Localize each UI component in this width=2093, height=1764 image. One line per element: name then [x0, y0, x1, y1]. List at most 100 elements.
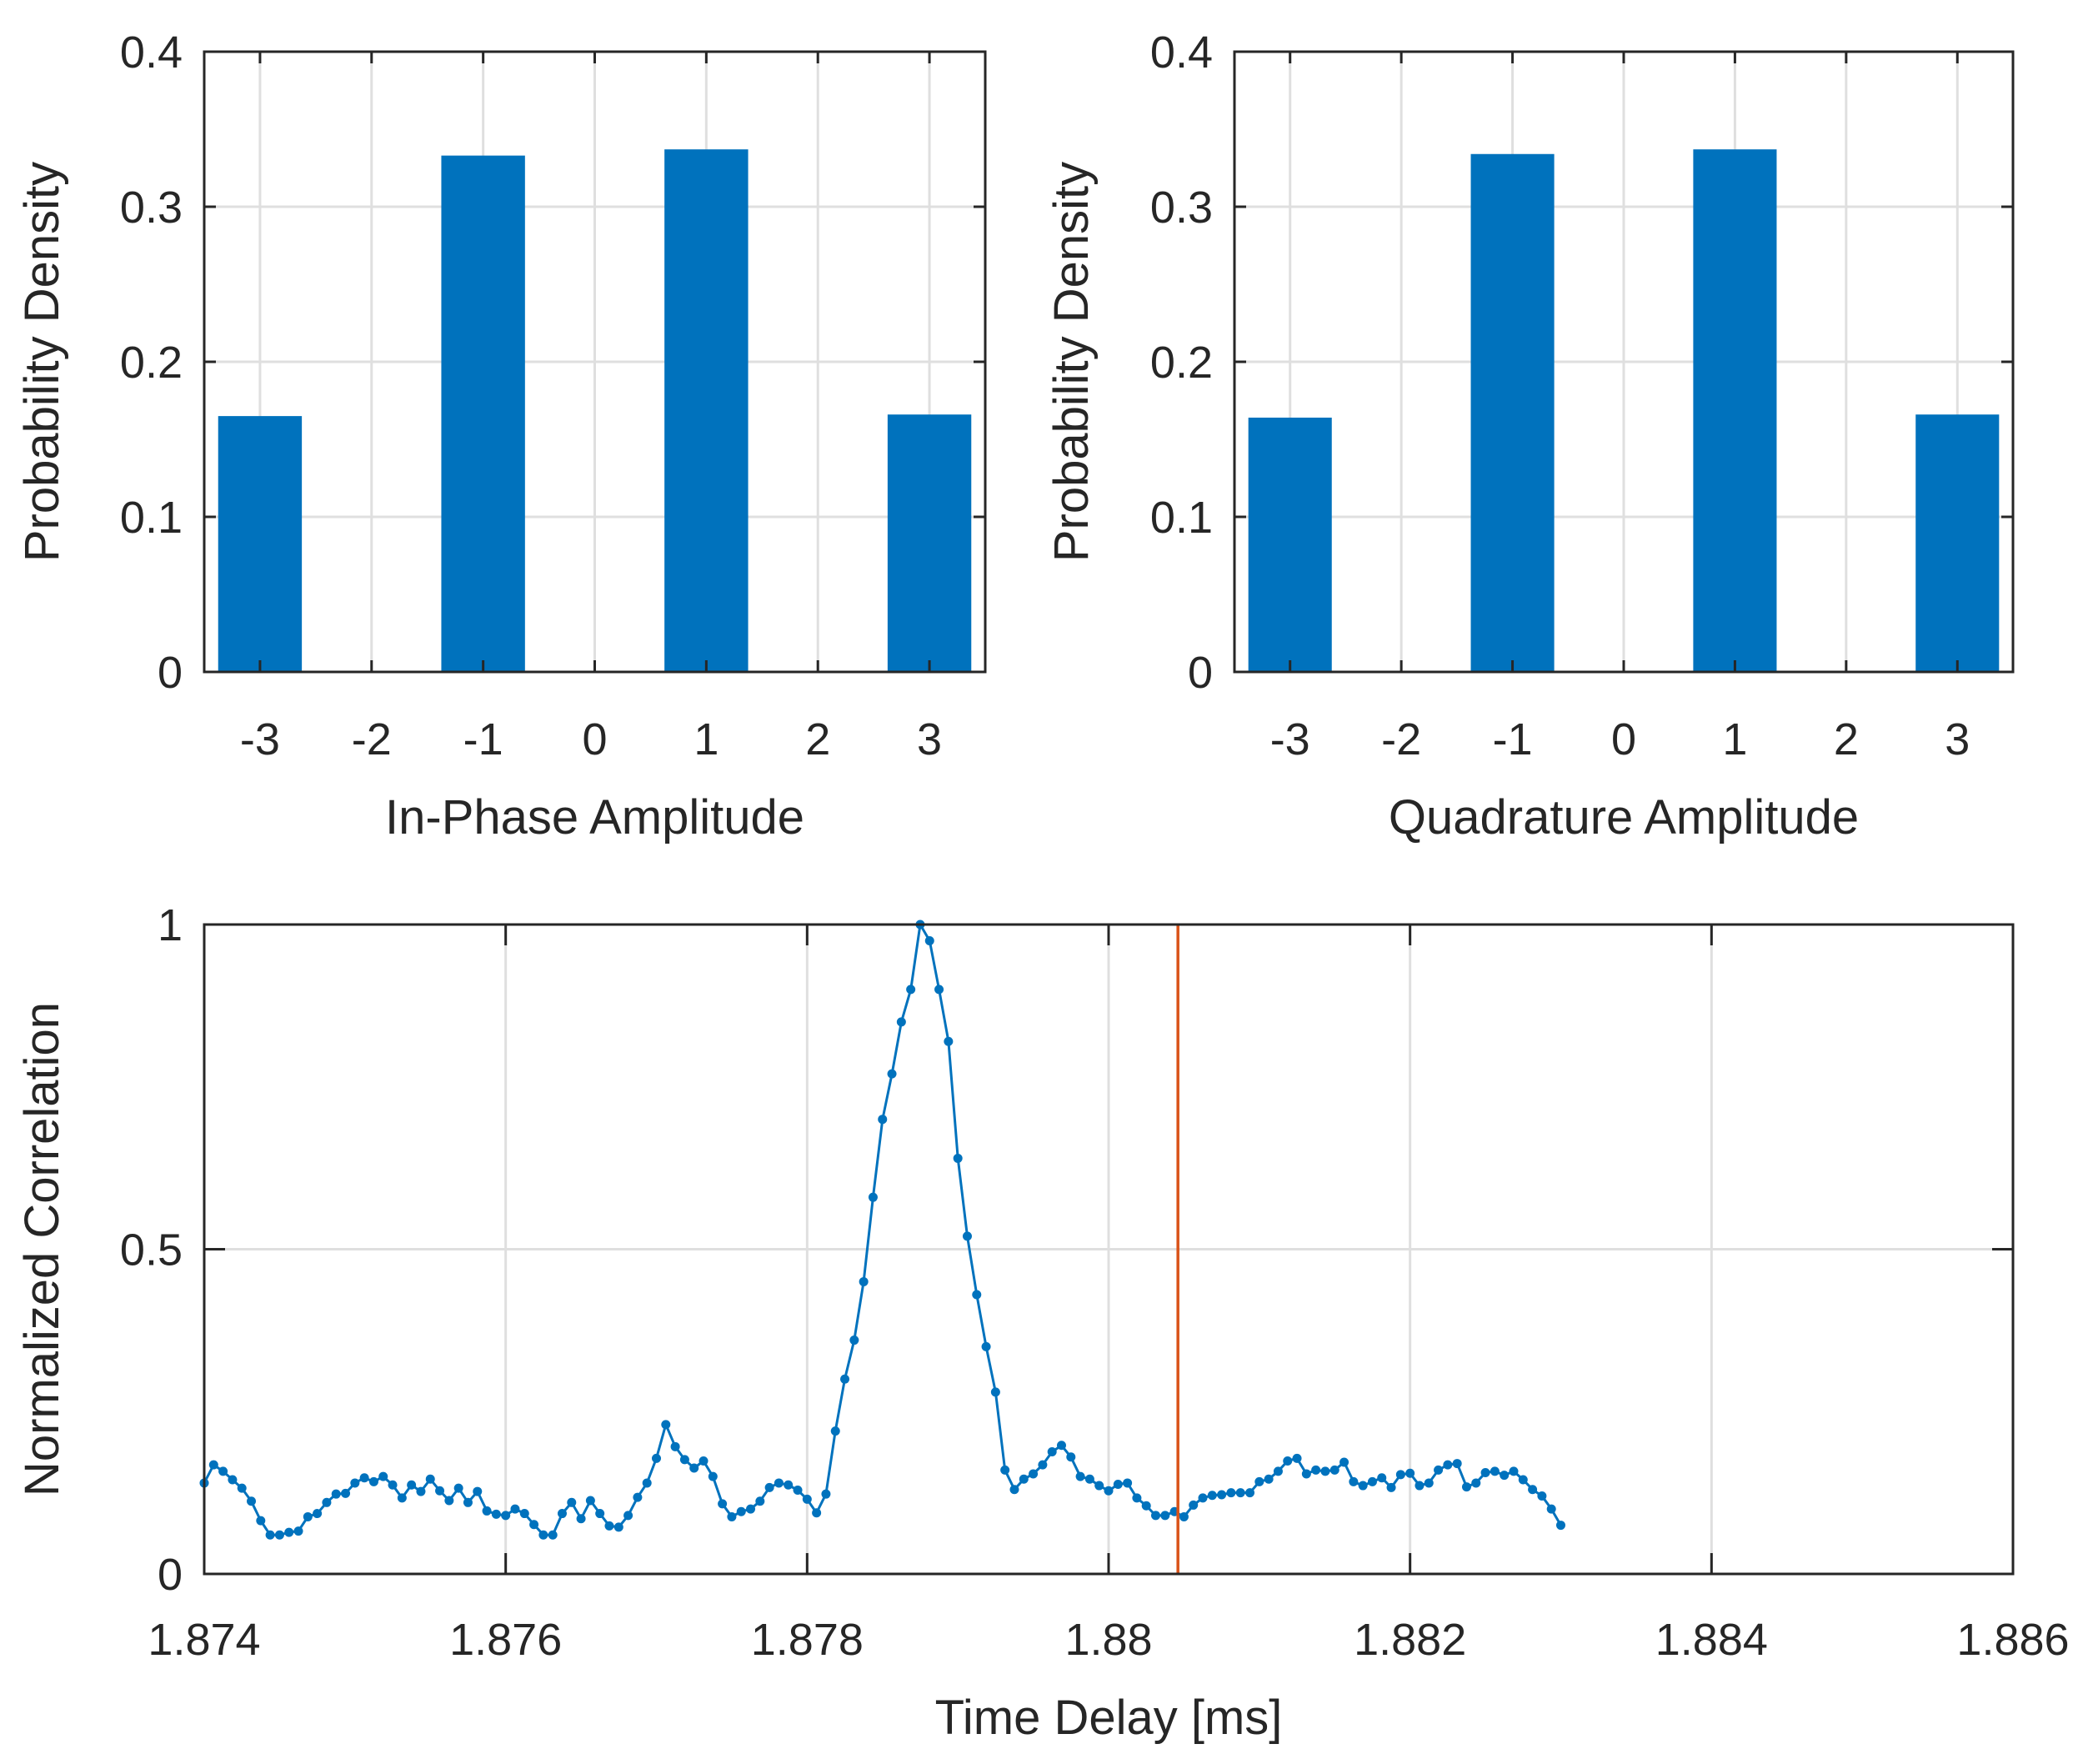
- data-point: [1283, 1456, 1293, 1466]
- data-point: [774, 1478, 784, 1488]
- data-point: [1226, 1488, 1236, 1498]
- data-point: [1029, 1469, 1039, 1479]
- data-point: [1075, 1471, 1085, 1481]
- y-tick-label: 1: [158, 900, 183, 950]
- data-point: [595, 1509, 605, 1519]
- data-point: [247, 1496, 257, 1506]
- data-point: [830, 1426, 840, 1436]
- x-tick-label: 1: [1722, 714, 1747, 764]
- x-tick-label: 1: [693, 714, 719, 764]
- y-tick-label: 0.1: [1150, 493, 1213, 543]
- data-point: [1254, 1476, 1264, 1486]
- x-tick-label: 1.882: [1354, 1615, 1466, 1665]
- data-point: [764, 1482, 774, 1492]
- data-point: [1434, 1465, 1444, 1475]
- data-point: [1179, 1511, 1189, 1521]
- data-point: [1056, 1441, 1066, 1451]
- data-point: [1471, 1478, 1481, 1488]
- data-point: [519, 1509, 529, 1519]
- data-point: [1311, 1465, 1321, 1475]
- data-point: [293, 1526, 303, 1536]
- data-point: [981, 1341, 991, 1351]
- bar: [1915, 414, 2000, 672]
- x-tick-label: 1.886: [1956, 1615, 2069, 1665]
- data-point: [859, 1276, 869, 1286]
- data-point: [1047, 1447, 1057, 1457]
- x-tick-label: 0: [1611, 714, 1636, 764]
- data-point: [699, 1456, 709, 1466]
- x-tick-label: 1.88: [1064, 1615, 1152, 1665]
- y-tick-label: 0.4: [1150, 28, 1213, 78]
- x-tick-label: 2: [1834, 714, 1859, 764]
- data-point: [1452, 1459, 1462, 1469]
- data-point: [896, 1017, 906, 1027]
- x-tick-label: 3: [1945, 714, 1970, 764]
- data-point: [727, 1511, 737, 1521]
- data-point: [1320, 1466, 1330, 1476]
- data-point: [1518, 1475, 1528, 1485]
- data-point: [341, 1488, 351, 1498]
- data-point: [953, 1153, 963, 1163]
- data-point: [1235, 1488, 1245, 1498]
- data-point: [1377, 1473, 1387, 1483]
- data-point: [840, 1374, 850, 1384]
- data-point: [435, 1486, 445, 1496]
- y-tick-label: 0.3: [120, 183, 183, 233]
- data-point: [1038, 1460, 1048, 1470]
- data-point: [265, 1530, 275, 1540]
- data-point: [397, 1493, 407, 1503]
- data-point: [1113, 1479, 1123, 1489]
- data-point: [652, 1453, 661, 1463]
- data-point: [972, 1290, 982, 1300]
- data-point: [670, 1441, 680, 1451]
- x-tick-label: 1.876: [449, 1615, 562, 1665]
- y-axis-label: Probability Density: [15, 162, 69, 562]
- data-point: [642, 1478, 652, 1488]
- data-point: [1084, 1474, 1094, 1484]
- data-point: [1415, 1481, 1425, 1491]
- data-point: [256, 1516, 266, 1526]
- data-point: [1066, 1452, 1076, 1462]
- data-point: [303, 1511, 313, 1521]
- data-point: [473, 1486, 483, 1496]
- data-point: [1217, 1490, 1227, 1500]
- data-point: [425, 1474, 435, 1484]
- data-point: [237, 1483, 247, 1493]
- data-point: [849, 1336, 859, 1346]
- data-point: [661, 1420, 671, 1430]
- data-point: [359, 1473, 369, 1483]
- data-point: [567, 1497, 577, 1507]
- data-point: [416, 1486, 426, 1496]
- data-point: [802, 1494, 812, 1504]
- x-tick-label: -1: [1493, 714, 1533, 764]
- data-point: [1528, 1485, 1538, 1495]
- data-point: [1500, 1471, 1510, 1481]
- y-tick-label: 0.2: [1150, 338, 1213, 388]
- data-point: [1104, 1486, 1114, 1496]
- data-point: [1198, 1493, 1208, 1503]
- data-point: [1556, 1521, 1565, 1531]
- y-tick-label: 0.2: [120, 338, 183, 388]
- data-point: [322, 1497, 332, 1507]
- data-point: [821, 1489, 831, 1499]
- data-point: [1329, 1465, 1339, 1475]
- x-tick-label: -3: [240, 714, 280, 764]
- data-point: [1273, 1466, 1283, 1476]
- data-point: [1009, 1485, 1019, 1495]
- data-point: [623, 1511, 633, 1521]
- data-point: [1480, 1467, 1490, 1477]
- y-tick-label: 0: [1188, 648, 1213, 698]
- bar: [1470, 153, 1555, 672]
- data-point: [990, 1387, 1000, 1397]
- data-point: [548, 1530, 558, 1540]
- x-tick-label: 0: [582, 714, 607, 764]
- data-point: [510, 1504, 520, 1514]
- data-point: [1461, 1482, 1471, 1492]
- data-point: [284, 1527, 294, 1537]
- y-tick-label: 0: [158, 1550, 183, 1600]
- data-point: [736, 1506, 746, 1516]
- data-point: [482, 1506, 492, 1516]
- quadrature-histogram: -3 -2 -1 0 1 2 3 0 0.1 0.2 0.3 0.4 Quadrature Amplit…: [1044, 28, 2015, 844]
- data-point: [557, 1509, 567, 1519]
